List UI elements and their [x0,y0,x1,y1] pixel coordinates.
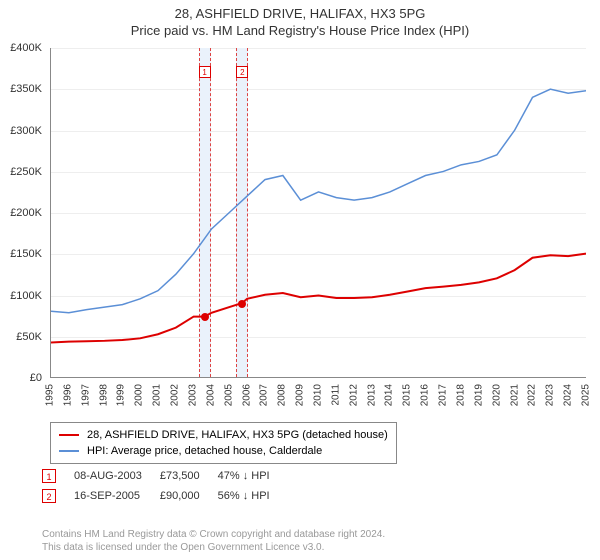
title-sub: Price paid vs. HM Land Registry's House … [0,23,600,38]
xtick-label: 2020 [491,384,502,406]
xtick-label: 2014 [384,384,395,406]
xtick-label: 2007 [259,384,270,406]
page: 28, ASHFIELD DRIVE, HALIFAX, HX3 5PG Pri… [0,0,600,560]
event-price: £90,000 [160,486,218,506]
ytick-label: £0 [0,372,48,384]
xtick-label: 2012 [348,384,359,406]
series-price_paid [51,254,586,343]
xtick-label: 1997 [80,384,91,406]
event-num-badge: 1 [42,469,56,483]
event-row: 2 16-SEP-2005 £90,000 56% ↓ HPI [42,486,288,506]
xtick-label: 2013 [366,384,377,406]
sale-marker-num: 2 [236,66,248,78]
xtick-label: 2011 [330,384,341,406]
legend-label: 28, ASHFIELD DRIVE, HALIFAX, HX3 5PG (de… [87,429,388,441]
ytick-label: £300K [0,125,48,137]
xtick-label: 2017 [438,384,449,406]
events-table: 1 08-AUG-2003 £73,500 47% ↓ HPI 2 16-SEP… [42,466,288,506]
xtick-label: 2000 [134,384,145,406]
xtick-label: 2006 [241,384,252,406]
ytick-label: £50K [0,331,48,343]
sale-marker-num: 1 [199,66,211,78]
legend-label: HPI: Average price, detached house, Cald… [87,445,322,457]
xtick-label: 2021 [509,384,520,406]
xtick-label: 2022 [527,384,538,406]
event-date: 08-AUG-2003 [74,466,160,486]
xtick-label: 2025 [581,384,592,406]
ytick-label: £150K [0,248,48,260]
ytick-label: £100K [0,290,48,302]
xtick-label: 2008 [277,384,288,406]
xtick-label: 2023 [545,384,556,406]
event-price: £73,500 [160,466,218,486]
event-num-badge: 2 [42,489,56,503]
xtick-label: 2010 [313,384,324,406]
chart-svg [51,48,586,377]
xtick-label: 2018 [455,384,466,406]
sale-dot [238,300,246,308]
ytick-label: £250K [0,166,48,178]
series-hpi [51,89,586,313]
event-date: 16-SEP-2005 [74,486,160,506]
ytick-label: £350K [0,83,48,95]
legend-swatch [59,434,79,436]
title-block: 28, ASHFIELD DRIVE, HALIFAX, HX3 5PG Pri… [0,0,600,38]
legend: 28, ASHFIELD DRIVE, HALIFAX, HX3 5PG (de… [50,422,397,464]
event-pct: 56% ↓ HPI [218,486,288,506]
xtick-label: 2002 [170,384,181,406]
footer: Contains HM Land Registry data © Crown c… [42,528,385,554]
xtick-label: 2004 [205,384,216,406]
xtick-label: 2015 [402,384,413,406]
xtick-label: 1995 [45,384,56,406]
chart-area: 12 [50,48,586,378]
xtick-label: 1996 [62,384,73,406]
footer-line: Contains HM Land Registry data © Crown c… [42,528,385,541]
ytick-label: £400K [0,42,48,54]
sale-dot [201,313,209,321]
xtick-label: 2005 [223,384,234,406]
xtick-label: 2003 [187,384,198,406]
event-row: 1 08-AUG-2003 £73,500 47% ↓ HPI [42,466,288,486]
legend-row: 28, ASHFIELD DRIVE, HALIFAX, HX3 5PG (de… [59,427,388,443]
xtick-label: 2009 [295,384,306,406]
event-pct: 47% ↓ HPI [218,466,288,486]
title-main: 28, ASHFIELD DRIVE, HALIFAX, HX3 5PG [0,6,600,21]
footer-line: This data is licensed under the Open Gov… [42,541,385,554]
xtick-label: 2001 [152,384,163,406]
xtick-label: 2019 [473,384,484,406]
xtick-label: 1999 [116,384,127,406]
xtick-label: 2024 [563,384,574,406]
legend-swatch [59,450,79,452]
xtick-label: 2016 [420,384,431,406]
ytick-label: £200K [0,207,48,219]
legend-row: HPI: Average price, detached house, Cald… [59,443,388,459]
xtick-label: 1998 [98,384,109,406]
